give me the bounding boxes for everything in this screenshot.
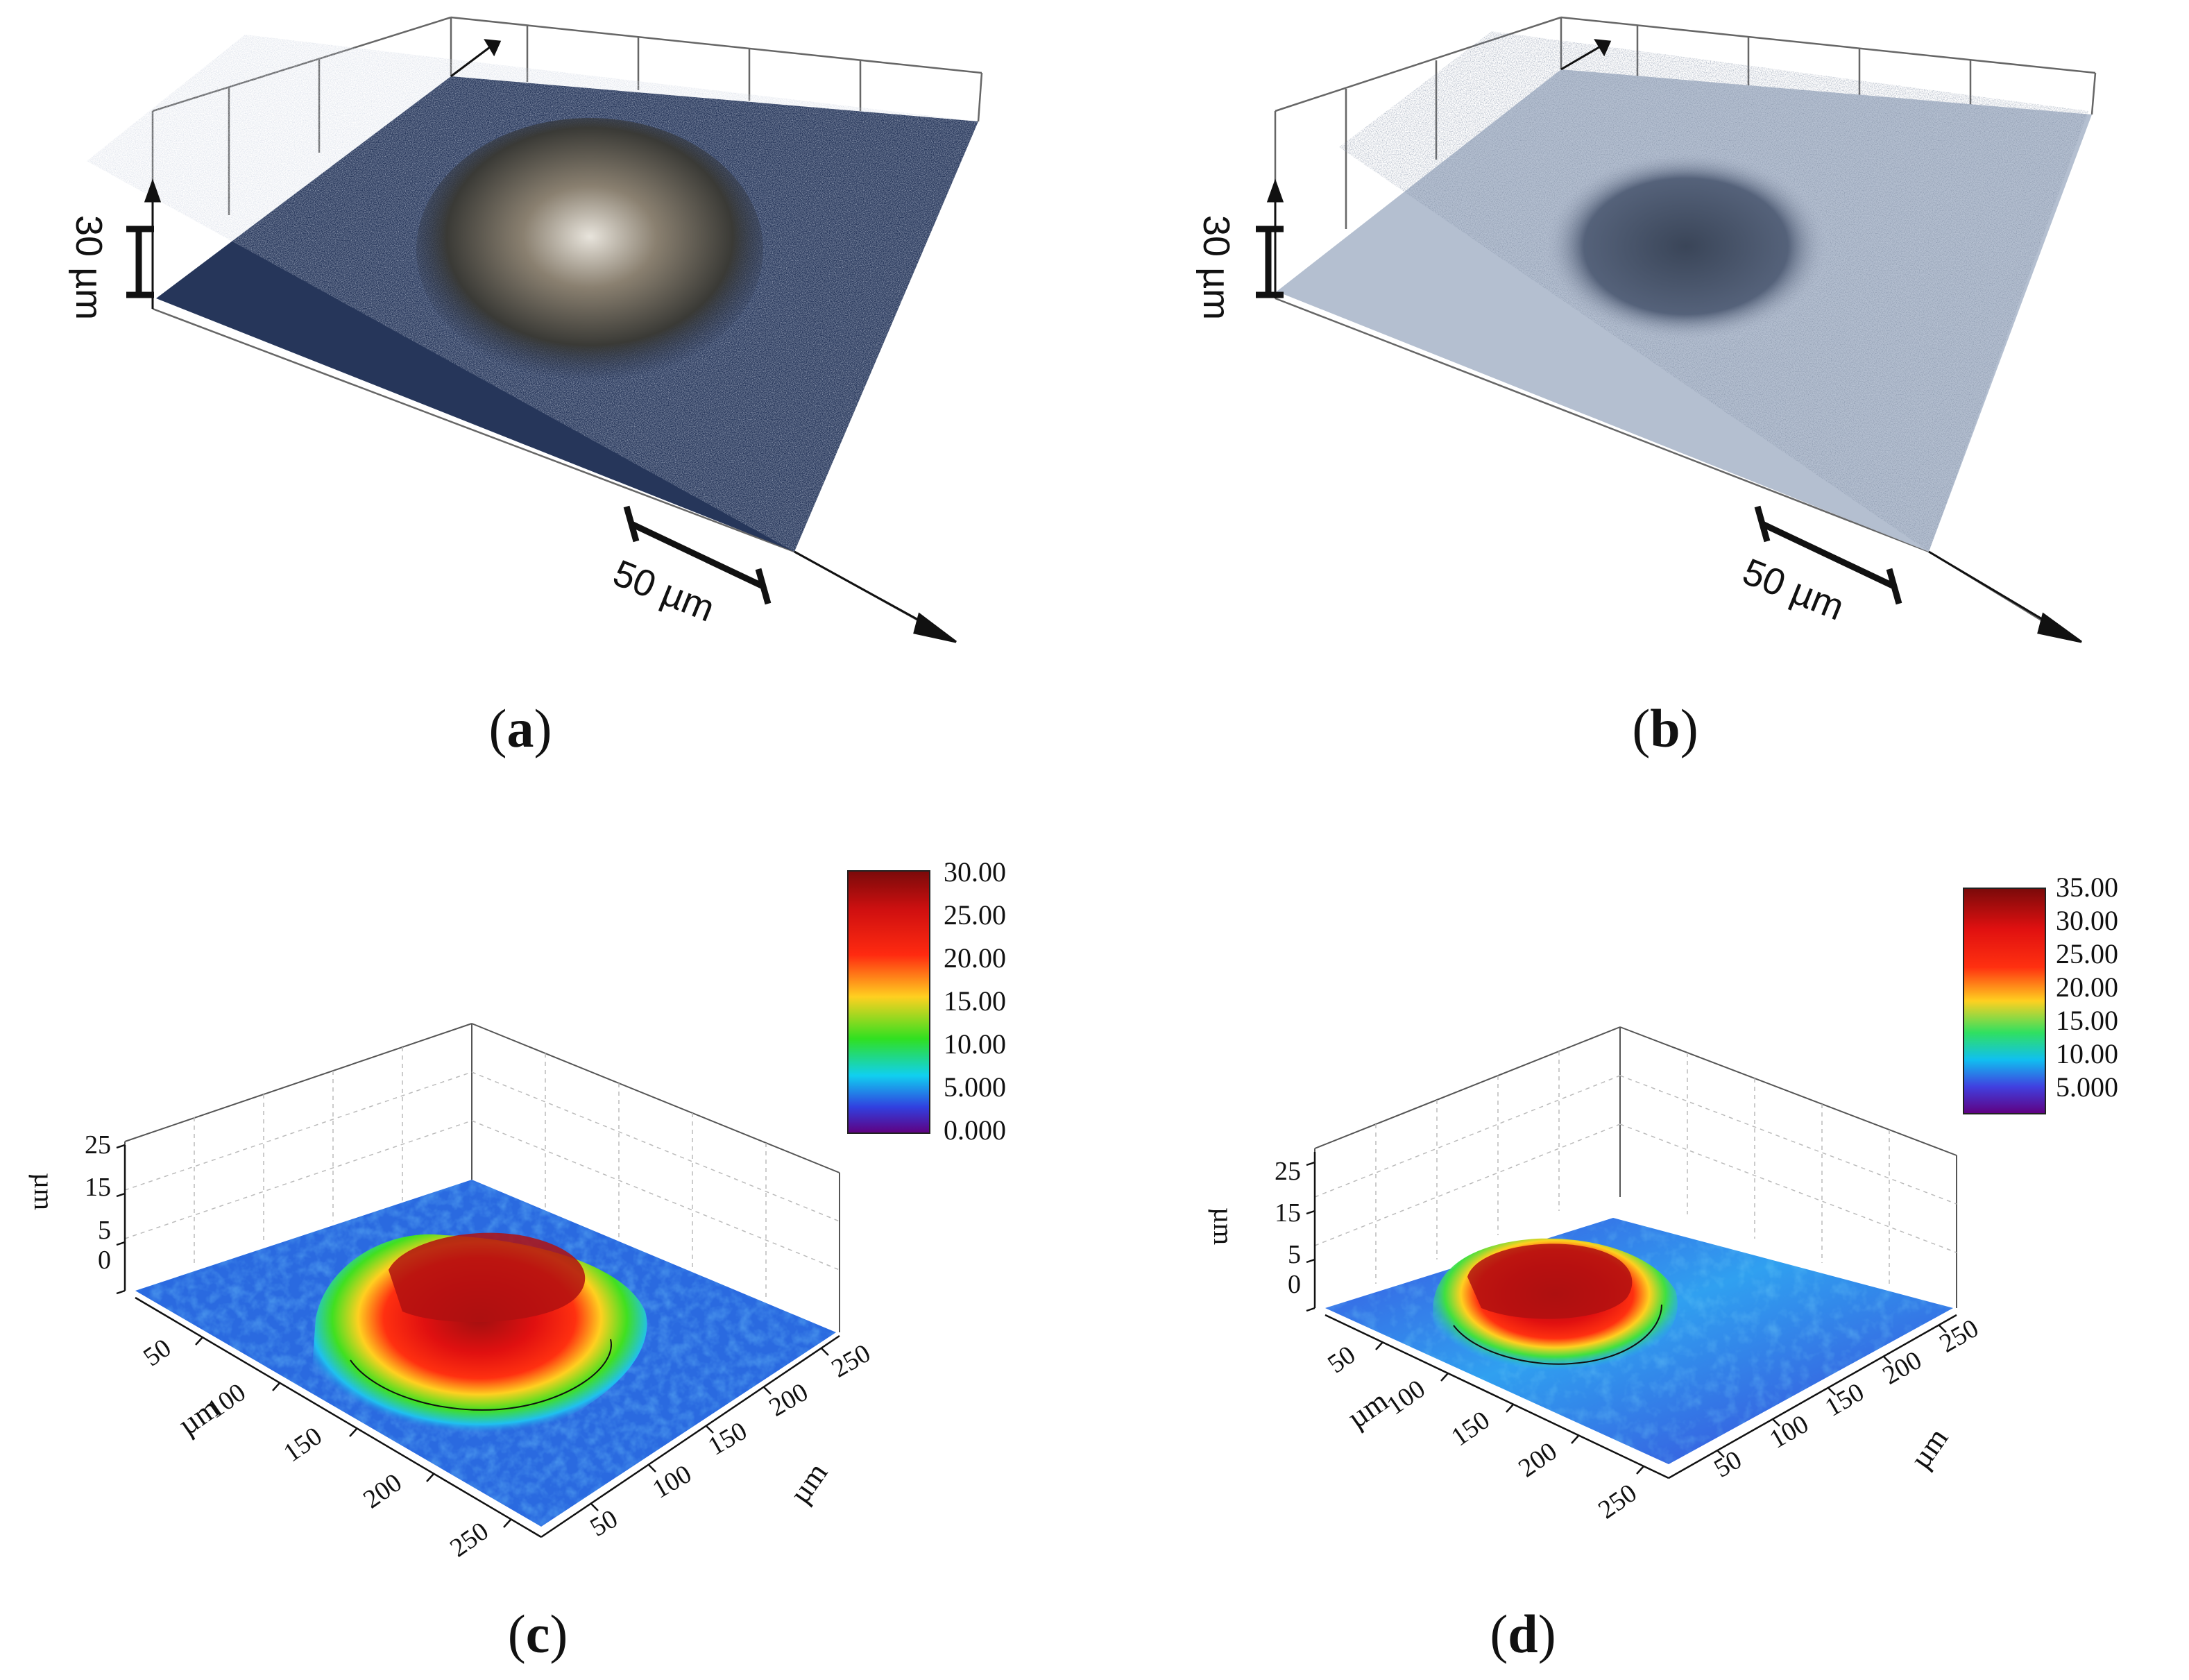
colorbar-label: 35.00: [2056, 872, 2118, 903]
xy-scale-bar: [1754, 505, 1902, 605]
xy-scale-label: 50 µm: [1737, 550, 1850, 628]
caption-b: (b): [1632, 698, 1698, 758]
z-scale-label: 30 µm: [68, 215, 110, 320]
colorbar: [1963, 888, 2046, 1114]
colorbar-label: 5.000: [944, 1071, 1006, 1103]
colorbar-label: 20.00: [2056, 971, 2118, 1003]
x-axis: [1325, 1314, 1669, 1479]
caption-c: (c): [507, 1604, 568, 1664]
panel-d: 0 5 15 25 µm 50 100 150 200 250 µm: [1127, 812, 2189, 1680]
colorbar-label: 25.00: [2056, 938, 2118, 969]
y-tick-label: 200: [765, 1377, 813, 1423]
z-tick-label: 0: [1288, 1270, 1301, 1299]
panel-b-figure: 30 µm 50 µm: [1195, 16, 2097, 643]
contour-line: [1453, 1304, 1662, 1365]
z-scale-label: 30 µm: [1195, 215, 1237, 320]
mound-top: [1467, 1244, 1633, 1319]
axis-arrows: [144, 39, 957, 643]
axis-arrows: [1266, 39, 2082, 643]
x-tick-label: 50: [138, 1333, 176, 1372]
grid-lines: [1314, 1051, 1957, 1287]
y-axis: [540, 1334, 840, 1538]
z-tick-label: 25: [1275, 1157, 1301, 1186]
y-tick-label: 100: [1765, 1409, 1814, 1454]
xy-scale-label: 50 µm: [608, 552, 721, 629]
z-tick-label: 0: [98, 1246, 111, 1275]
colorbar-label: 30.00: [944, 856, 1006, 888]
x-tick-label: 150: [278, 1421, 327, 1468]
z-axis-unit: µm: [28, 1173, 60, 1210]
z-tick-label: 15: [1275, 1198, 1301, 1228]
z-axis: [116, 1144, 126, 1295]
z-scale-bar: [126, 226, 154, 298]
caption-a: (a): [488, 698, 552, 758]
colorbar-label: 25.00: [944, 899, 1006, 931]
y-tick-label: 50: [1710, 1445, 1747, 1483]
y-axis-unit: µm: [1903, 1422, 1954, 1475]
colorbar-label: 15.00: [944, 985, 1006, 1017]
colorbar-label: 10.00: [2056, 1038, 2118, 1069]
colorbar-label: 5.000: [2056, 1071, 2118, 1103]
y-tick-label: 250: [1935, 1314, 1984, 1359]
panel-a: 30 µm 50 µm (a): [0, 0, 1094, 758]
panel-a-figure: 30 µm 50 µm: [68, 16, 983, 643]
x-tick-label: 150: [1446, 1405, 1495, 1452]
x-axis: [135, 1296, 542, 1538]
colorbar-label: 10.00: [944, 1028, 1006, 1060]
mound-top: [389, 1232, 586, 1323]
y-tick-label: 200: [1878, 1346, 1927, 1391]
colorbar: [847, 870, 930, 1134]
z-tick-label: 5: [1288, 1240, 1301, 1269]
x-axis-unit: µm: [1341, 1384, 1395, 1435]
z-axis-unit: µm: [1208, 1207, 1239, 1245]
panel-d-figure: 0 5 15 25 µm 50 100 150 200 250 µm: [1208, 872, 2118, 1525]
panel-b: 30 µm 50 µm (b): [1103, 0, 2189, 758]
z-scale-bar: [1256, 226, 1284, 298]
z-tick-label: 5: [98, 1216, 111, 1245]
x-tick-label: 50: [1322, 1340, 1361, 1379]
panel-c-figure: 0 5 15 25 µm 50 100 150 200 250 µm: [28, 856, 1006, 1563]
contour-line: [350, 1339, 612, 1411]
x-tick-label: 200: [1513, 1436, 1562, 1483]
surface-pit: [1540, 149, 1832, 343]
colorbar-label: 0.000: [944, 1114, 1006, 1146]
colorbar-label: 20.00: [944, 942, 1006, 974]
grid-lines: [124, 1047, 840, 1299]
panel-c: 0 5 15 25 µm 50 100 150 200 250 µm: [0, 812, 1094, 1680]
colorbar-label: 30.00: [2056, 905, 2118, 936]
surface-mound: [416, 118, 763, 382]
x-tick-label: 250: [1593, 1478, 1642, 1525]
y-axis: [1668, 1314, 1957, 1479]
y-tick-label: 250: [827, 1339, 876, 1384]
xy-scale-bar: [623, 505, 772, 605]
x-tick-label: 200: [358, 1468, 407, 1514]
y-tick-label: 150: [1821, 1377, 1869, 1423]
x-tick-label: 250: [445, 1516, 494, 1563]
z-tick-label: 25: [85, 1130, 111, 1160]
y-tick-label: 50: [586, 1504, 623, 1542]
caption-d: (d): [1490, 1604, 1556, 1664]
z-axis: [1306, 1152, 1316, 1312]
y-tick-label: 100: [648, 1459, 697, 1504]
colorbar-label: 15.00: [2056, 1005, 2118, 1036]
y-axis-unit: µm: [783, 1457, 834, 1510]
z-tick-label: 15: [85, 1173, 111, 1202]
